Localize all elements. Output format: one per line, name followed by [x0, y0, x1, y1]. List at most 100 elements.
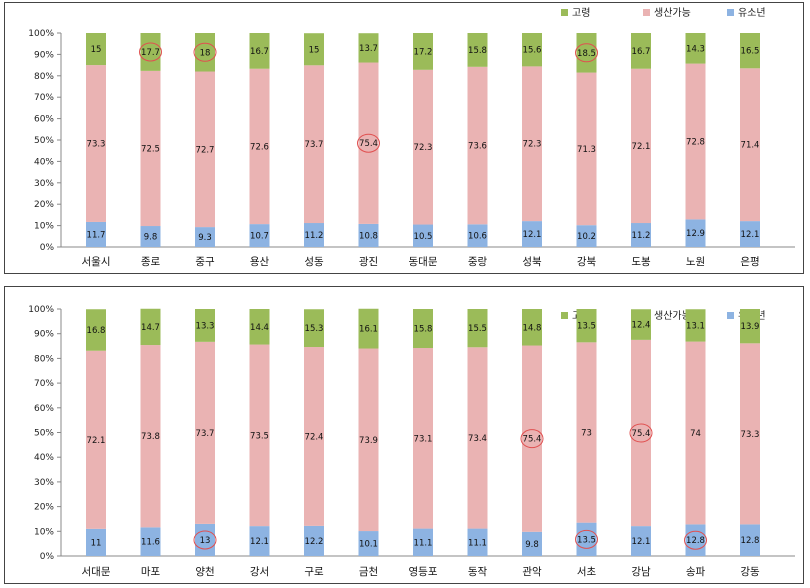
data-label: 73.9	[359, 436, 378, 446]
legend-swatch	[643, 9, 650, 16]
category-label: 도봉	[631, 256, 651, 268]
bar-segment-working	[358, 62, 379, 224]
data-label: 73.3	[741, 430, 760, 440]
bar-segment-working	[522, 66, 542, 222]
data-label: 13.3	[196, 321, 215, 331]
y-tick-label: 10%	[34, 222, 54, 232]
data-label: 13	[200, 536, 211, 546]
data-label: 13.1	[686, 321, 705, 331]
bar-segment-youth	[358, 531, 379, 556]
bar-segment-working	[304, 347, 324, 526]
data-label: 18.5	[577, 49, 596, 59]
data-label: 72.7	[196, 145, 215, 155]
data-label: 11.7	[87, 230, 106, 240]
highlight-circle	[193, 42, 217, 62]
bar-segment-youth	[249, 224, 270, 247]
bar-segment-working	[576, 72, 597, 226]
bar-segment-elderly	[576, 309, 597, 343]
data-label: 73.7	[305, 140, 324, 150]
bar-segment-youth	[685, 219, 706, 247]
category-label: 종로	[141, 256, 161, 268]
category-label: 동대문	[409, 256, 438, 268]
bar-segment-elderly	[86, 309, 106, 351]
category-label: 송파	[686, 566, 706, 578]
category-label: 강서	[250, 566, 269, 578]
bar-segment-elderly	[522, 309, 542, 346]
bar-segment-elderly	[249, 33, 270, 69]
bar-segment-youth	[467, 224, 488, 247]
data-label: 73.4	[468, 434, 487, 444]
data-label: 14.8	[523, 323, 542, 333]
bar-segment-elderly	[576, 33, 597, 73]
category-label: 양천	[195, 566, 214, 578]
category-label: 서울시	[82, 256, 111, 268]
legend-label: 유소년	[738, 7, 766, 19]
category-label: 중랑	[468, 256, 488, 268]
category-label: 동작	[468, 566, 488, 578]
data-label: 9.8	[525, 540, 539, 550]
bar-segment-youth	[140, 527, 161, 556]
data-label: 73.6	[468, 142, 487, 152]
bar-segment-youth	[467, 528, 488, 556]
data-label: 11.1	[414, 538, 433, 548]
y-tick-label: 60%	[34, 404, 54, 414]
data-label: 16.8	[87, 326, 106, 336]
bar-segment-working	[413, 348, 433, 529]
bar-segment-working	[740, 343, 760, 525]
category-label: 영등포	[409, 566, 438, 578]
y-tick-label: 20%	[34, 503, 54, 513]
highlight-circle	[575, 529, 598, 549]
bar-segment-elderly	[140, 33, 161, 71]
bar-segment-working	[576, 342, 597, 523]
data-label: 72.6	[250, 142, 269, 152]
bar-segment-working	[140, 345, 161, 528]
data-label: 12.4	[632, 321, 651, 331]
bar-segment-youth	[304, 525, 324, 556]
chart-panel-top: 0% 10% 20% 30% 40% 50% 60% 70% 80% 90% 100% 고령 생산가능 유…	[4, 2, 804, 274]
data-label: 11.1	[468, 538, 487, 548]
bar-segment-elderly	[631, 309, 651, 340]
data-label: 73.3	[87, 140, 106, 150]
bar-segment-working	[86, 350, 106, 529]
data-label: 12.8	[686, 536, 705, 546]
bar-segment-elderly	[304, 33, 324, 66]
data-label: 15.3	[305, 324, 324, 334]
category-label: 광진	[359, 256, 378, 268]
category-label: 은평	[740, 256, 759, 268]
bar-segment-elderly	[740, 33, 760, 69]
bar-segment-youth	[631, 526, 651, 556]
bar-segment-working	[685, 63, 706, 220]
bar-segment-working	[467, 347, 488, 529]
data-label: 10.1	[359, 540, 378, 550]
data-label: 73.1	[414, 434, 433, 444]
category-label: 성동	[304, 256, 324, 268]
highlight-circle	[357, 133, 380, 153]
data-label: 9.3	[198, 233, 212, 243]
bar-segment-working	[140, 70, 161, 227]
bar-segment-elderly	[467, 33, 488, 67]
bar-segment-youth	[86, 221, 106, 247]
bar-segment-youth	[413, 528, 433, 556]
y-tick-label: 100%	[28, 29, 54, 39]
category-label: 노원	[686, 256, 705, 268]
data-label: 12.8	[741, 536, 760, 546]
data-label: 15	[309, 45, 320, 55]
data-label: 15.8	[468, 46, 487, 56]
data-label: 11	[91, 538, 102, 548]
y-tick-label: 80%	[34, 72, 54, 82]
data-label: 15	[91, 45, 102, 55]
bar-segment-elderly	[195, 309, 215, 342]
y-tick-label: 40%	[34, 453, 54, 463]
category-label: 강동	[740, 566, 760, 578]
category-label: 금천	[359, 566, 378, 578]
bar-segment-elderly	[358, 33, 379, 63]
y-tick-label: 30%	[34, 179, 54, 189]
data-label: 15.8	[414, 325, 433, 335]
data-label: 14.3	[686, 44, 705, 54]
data-label: 73.7	[196, 429, 215, 439]
bar-segment-youth	[413, 224, 433, 247]
data-label: 13.5	[577, 535, 596, 545]
y-tick-label: 100%	[28, 305, 54, 315]
highlight-circle	[139, 42, 162, 62]
bar-segment-youth	[522, 531, 542, 556]
